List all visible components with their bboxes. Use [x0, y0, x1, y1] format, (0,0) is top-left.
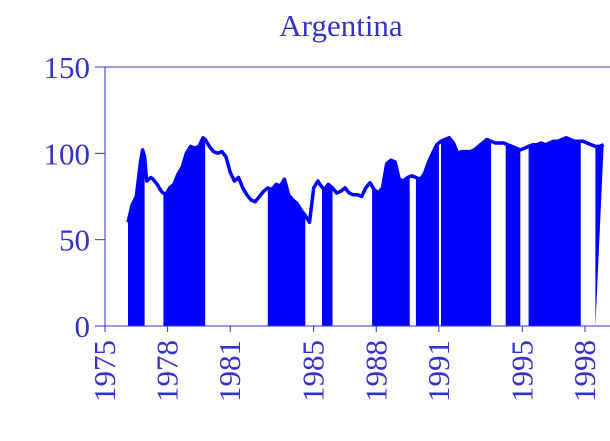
series-line [126, 136, 605, 225]
filled-area-5 [415, 143, 439, 326]
x-tick-label-5: 1991 [421, 340, 456, 402]
filled-area-2 [267, 179, 306, 326]
filled-area-4 [372, 160, 410, 326]
y-tick-label-2: 100 [44, 136, 91, 171]
axes [95, 66, 610, 332]
x-tick-label-3: 1985 [296, 340, 331, 402]
y-tick-labels: 0 50 100 150 [44, 50, 91, 344]
x-tick-labels: 1975 1978 1981 1985 1988 1991 1995 1998 [87, 340, 602, 402]
filled-area-3 [322, 184, 333, 326]
x-tick-label-4: 1988 [358, 340, 393, 402]
x-tick-label-2: 1981 [212, 340, 247, 402]
filled-area-0 [128, 149, 145, 326]
x-tick-label-1: 1978 [150, 340, 185, 402]
x-tick-label-6: 1995 [504, 340, 539, 402]
y-tick-label-1: 50 [59, 223, 90, 258]
filled-areas [128, 137, 604, 326]
filled-area-8 [528, 137, 581, 326]
filled-area-9 [595, 144, 604, 326]
filled-area-6 [441, 137, 492, 326]
y-tick-label-0: 0 [75, 309, 91, 344]
chart-title: Argentina [279, 8, 403, 43]
y-tick-label-3: 150 [44, 50, 91, 85]
x-tick-label-0: 1975 [87, 340, 122, 402]
x-tick-label-7: 1998 [567, 340, 602, 402]
series-line-group [126, 136, 605, 225]
filled-area-7 [505, 143, 521, 326]
